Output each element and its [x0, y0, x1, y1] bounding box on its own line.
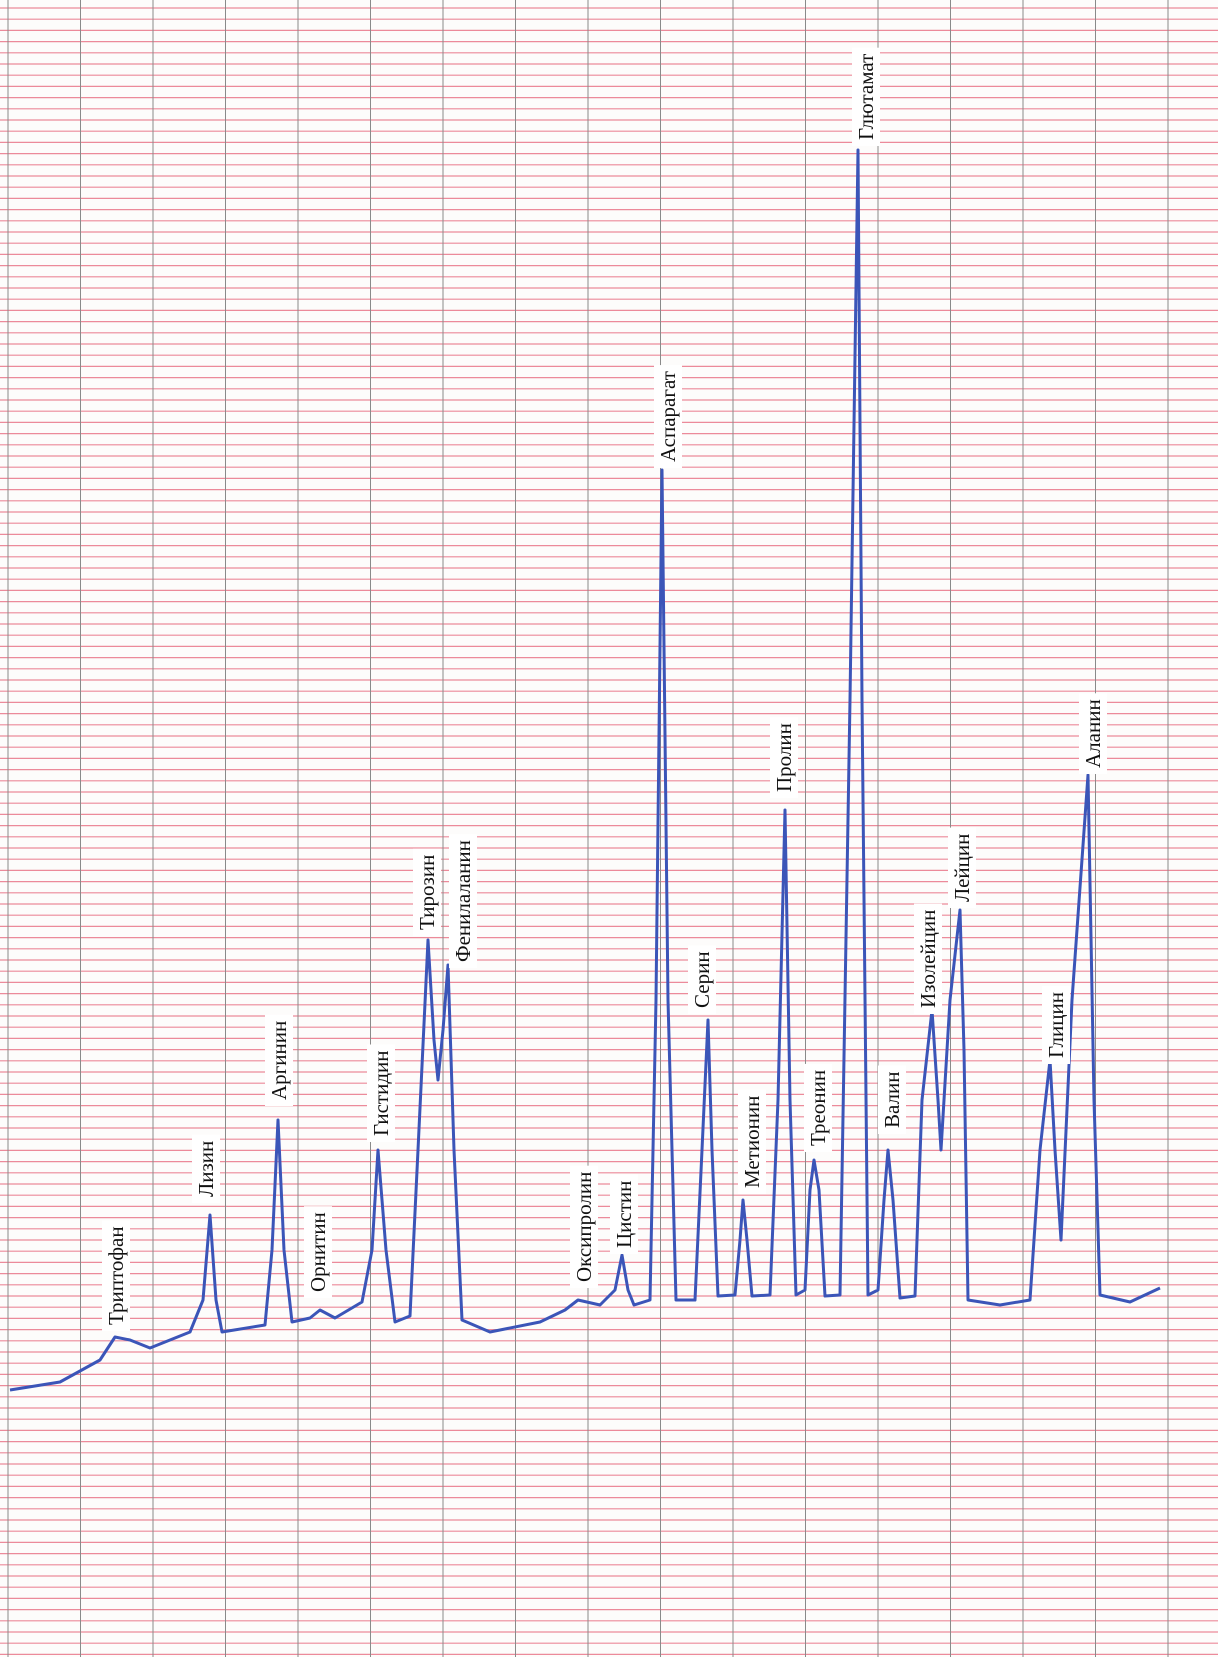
peak-label: Лейцин: [950, 834, 974, 902]
label-box: [770, 717, 798, 798]
label-box: [852, 47, 880, 146]
peak-label: Треонин: [806, 1070, 830, 1146]
peak-label: Серин: [690, 951, 714, 1008]
peak-label: Аланин: [1081, 699, 1105, 768]
peak-label: Аргинин: [267, 1021, 291, 1100]
peak-label: Цистин: [612, 1181, 636, 1248]
label-box: [304, 1206, 332, 1298]
peak-label: Глютамат: [854, 54, 878, 140]
peak-label: Орнитин: [306, 1212, 330, 1292]
peak-labels: Триптофан Лизин Аргинин Орнитин Гистидин Тиро…: [102, 47, 1107, 1331]
label-box: [192, 1134, 220, 1203]
label-box: [878, 1065, 906, 1134]
label-box: [914, 903, 942, 1014]
peak-label: Триптофан: [104, 1226, 128, 1325]
peak-label: Лизин: [194, 1141, 218, 1197]
label-box: [1079, 693, 1107, 774]
trace: [9, 148, 1161, 1392]
peak-label: Аспарагат: [656, 371, 680, 462]
label-box: [948, 827, 976, 908]
peak-label: Оксипролин: [572, 1172, 596, 1282]
peak-label: Изолейцин: [916, 910, 940, 1008]
label-box: [102, 1220, 130, 1331]
label-box: [610, 1174, 638, 1254]
label-box: [367, 1044, 395, 1142]
label-box: [449, 834, 477, 968]
label-box: [654, 365, 682, 468]
label-box: [413, 848, 441, 936]
peak-label: Валин: [880, 1072, 904, 1128]
label-box: [265, 1014, 293, 1106]
label-box: [570, 1165, 598, 1288]
peak-label: Тирозин: [415, 855, 439, 930]
label-box: [738, 1089, 766, 1194]
label-box: [804, 1063, 832, 1152]
peak-label: Глицин: [1044, 992, 1068, 1058]
peak-label: Пролин: [772, 723, 796, 792]
peak-label: Фенилаланин: [451, 840, 475, 962]
peak-label: Метионин: [740, 1096, 764, 1188]
label-box: [688, 945, 716, 1014]
label-box: [1042, 986, 1070, 1064]
peak-label: Гистидин: [369, 1051, 393, 1136]
